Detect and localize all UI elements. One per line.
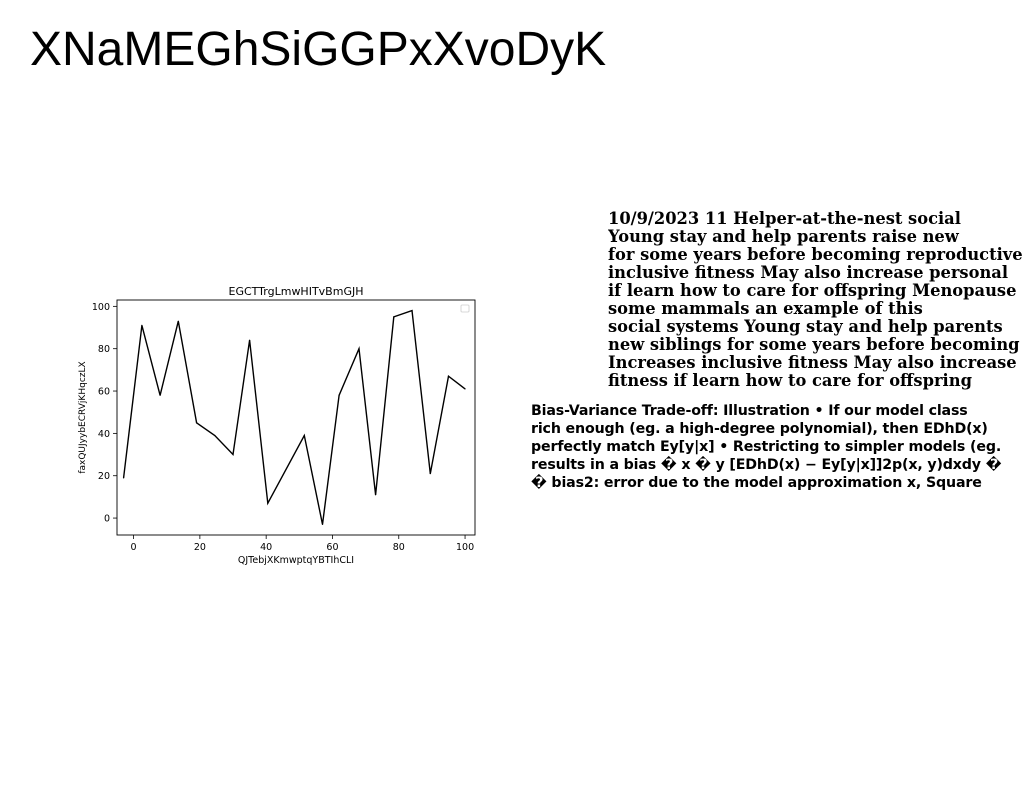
page-title: XNaMEGhSiGGPxXvoDyK (30, 23, 607, 76)
data-point (393, 316, 395, 318)
chart-title: EGCTTrgLmwHITvBmGJH (229, 285, 364, 298)
text-line: some mammals an example of this (608, 300, 923, 318)
data-point (447, 375, 450, 377)
text-line: rich enough (eg. a high-degree polynomia… (531, 421, 988, 437)
text-block-bias-variance: Bias-Variance Trade-off: Illustration • … (531, 402, 1024, 492)
data-point (159, 394, 161, 396)
text-line: for some years before becoming reproduct… (608, 246, 1023, 264)
x-tick-label: 40 (260, 542, 272, 553)
data-point (303, 434, 305, 437)
text-line: perfectly match Ey[y|x] • Restricting to… (531, 439, 1002, 455)
data-point (411, 309, 413, 312)
text-block-helper-at-nest: 10/9/2023 11 Helper-at-the-nest social Y… (608, 210, 1024, 390)
data-point (248, 339, 251, 341)
data-point (214, 434, 216, 437)
data-point (464, 388, 466, 390)
plot-frame (116, 299, 476, 536)
y-tick-label: 20 (98, 471, 110, 482)
text-line: Young stay and help parents raise new (608, 228, 959, 246)
text-line: if learn how to care for offspring Menop… (608, 282, 1017, 300)
text-line: social systems Young stay and help paren… (608, 318, 1003, 336)
chart-svg: 0 20 40 60 80 100 0 20 40 60 80 100 EGCTTrgLmwHITvBm… (78, 285, 476, 566)
data-point (267, 502, 269, 504)
text-line: fitness if learn how to care for offspri… (608, 372, 972, 390)
x-tick-label: 0 (131, 542, 137, 553)
text-line: new siblings for some years before becom… (608, 336, 1020, 354)
data-point (123, 477, 125, 479)
y-axis-label: faxQUJyybECRVjKHqczLX (78, 361, 88, 473)
y-tick-label: 100 (92, 302, 110, 313)
data-point (232, 453, 234, 456)
data-point (338, 394, 340, 396)
data-point (358, 348, 360, 350)
series-line (122, 309, 466, 525)
y-tick-label: 60 (98, 387, 110, 398)
y-tick-label: 40 (98, 429, 110, 440)
y-tick-label: 80 (98, 344, 110, 355)
data-point (429, 473, 431, 475)
text-line: Increases inclusive fitness May also inc… (608, 354, 1017, 372)
x-tick-label: 80 (393, 542, 405, 553)
data-point (177, 320, 179, 322)
text-line: Bias-Variance Trade-off: Illustration • … (531, 403, 968, 419)
data-point (195, 422, 198, 424)
x-tick-label: 60 (326, 542, 338, 553)
line-chart: 0 20 40 60 80 100 0 20 40 60 80 100 EGCTTrgLmwHITvBm… (70, 280, 490, 570)
text-line: � bias2: error due to the model approxim… (531, 475, 982, 491)
x-axis-label: QJTebjXKmwptqYBTIhCLI (238, 555, 354, 566)
data-point (141, 324, 143, 327)
text-line: inclusive fitness May also increase pers… (608, 264, 1009, 282)
text-line: 10/9/2023 11 Helper-at-the-nest social (608, 210, 961, 228)
data-point (321, 523, 324, 526)
legend-box (460, 304, 470, 313)
y-tick-label: 0 (104, 514, 110, 525)
x-tick-label: 100 (456, 542, 474, 553)
text-line: results in a bias � x � y [EDhD(x) − Ey[… (531, 457, 1002, 473)
data-point (374, 494, 377, 496)
x-tick-label: 20 (194, 542, 206, 553)
